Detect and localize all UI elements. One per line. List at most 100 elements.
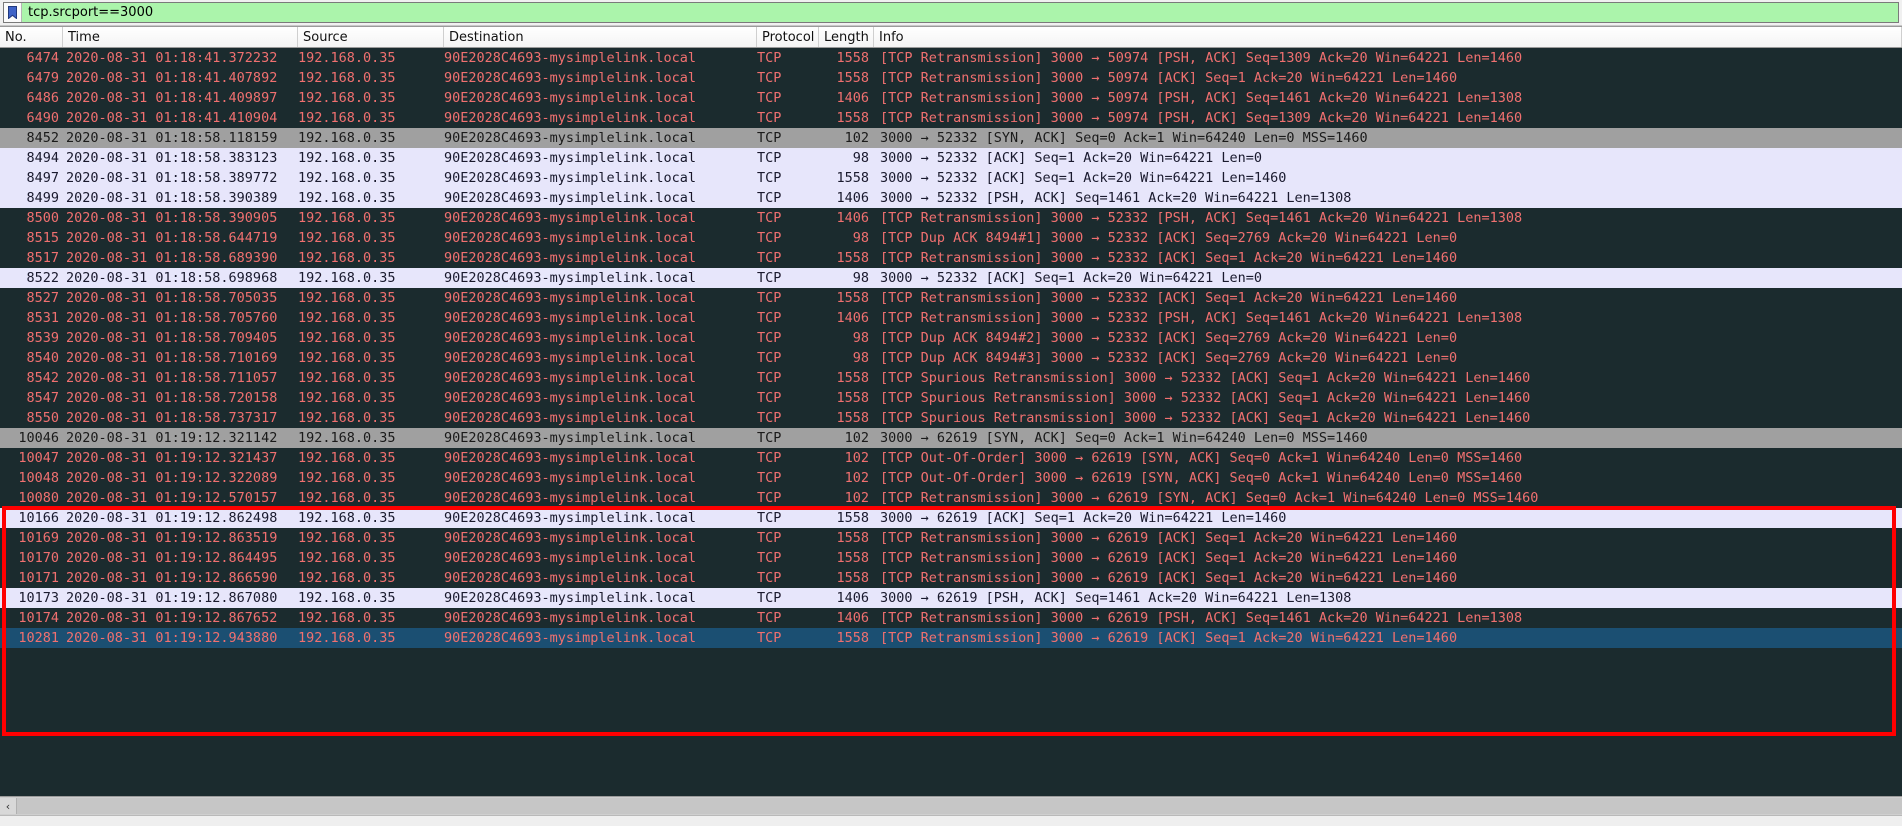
column-header-protocol[interactable]: Protocol: [757, 27, 819, 47]
column-header-no[interactable]: No.: [0, 27, 63, 47]
packet-cell-dst: 90E2028C4693-mysimplelink.local: [444, 410, 696, 426]
packet-cell-no: 10173: [18, 590, 59, 606]
bookmark-icon[interactable]: [4, 3, 22, 22]
packet-row[interactable]: 6486 2020-08-31 01:18:41.409897 192.168.0.…: [0, 88, 1902, 108]
packet-cell-info: [TCP Out-Of-Order] 3000 → 62619 [SYN, AC…: [880, 470, 1523, 486]
packet-cell-dst: 90E2028C4693-mysimplelink.local: [444, 90, 696, 106]
horizontal-scrollbar[interactable]: ‹: [0, 796, 1902, 815]
packet-row[interactable]: 8540 2020-08-31 01:18:58.710169 192.168.0.…: [0, 348, 1902, 368]
packet-cell-info: [TCP Retransmission] 3000 → 50974 [PSH, …: [880, 90, 1523, 106]
packet-row[interactable]: 8497 2020-08-31 01:18:58.389772 192.168.0.…: [0, 168, 1902, 188]
packet-cell-src: 192.168.0.35: [298, 270, 396, 286]
packet-cell-time: 2020-08-31 01:18:41.409897: [66, 90, 278, 106]
packet-cell-len: 1558: [836, 250, 869, 266]
display-filter-value[interactable]: tcp.srcport==3000: [28, 5, 154, 20]
packet-row[interactable]: 8517 2020-08-31 01:18:58.689390 192.168.0.…: [0, 248, 1902, 268]
packet-cell-no: 8500: [26, 210, 59, 226]
packet-cell-no: 6474: [26, 50, 59, 66]
display-filter-input[interactable]: tcp.srcport==3000: [3, 2, 1899, 23]
packet-row[interactable]: 10169 2020-08-31 01:19:12.863519 192.168.0…: [0, 528, 1902, 548]
packet-cell-time: 2020-08-31 01:18:58.710169: [66, 350, 278, 366]
packet-cell-no: 10171: [18, 570, 59, 586]
packet-cell-src: 192.168.0.35: [298, 530, 396, 546]
packet-cell-dst: 90E2028C4693-mysimplelink.local: [444, 530, 696, 546]
packet-cell-time: 2020-08-31 01:19:12.943880: [66, 630, 278, 646]
packet-row[interactable]: 8550 2020-08-31 01:18:58.737317 192.168.0.…: [0, 408, 1902, 428]
packet-row[interactable]: 10170 2020-08-31 01:19:12.864495 192.168.0…: [0, 548, 1902, 568]
packet-row[interactable]: 8531 2020-08-31 01:18:58.705760 192.168.0.…: [0, 308, 1902, 328]
column-header-info[interactable]: Info: [874, 27, 1902, 47]
packet-cell-proto: TCP: [757, 330, 782, 346]
packet-row[interactable]: 10046 2020-08-31 01:19:12.321142 192.168.0…: [0, 428, 1902, 448]
packet-row[interactable]: 8452 2020-08-31 01:18:58.118159 192.168.0.…: [0, 128, 1902, 148]
packet-cell-info: 3000 → 62619 [PSH, ACK] Seq=1461 Ack=20 …: [880, 590, 1352, 606]
packet-cell-src: 192.168.0.35: [298, 250, 396, 266]
packet-cell-dst: 90E2028C4693-mysimplelink.local: [444, 510, 696, 526]
packet-row[interactable]: 8515 2020-08-31 01:18:58.644719 192.168.0.…: [0, 228, 1902, 248]
packet-row[interactable]: 8522 2020-08-31 01:18:58.698968 192.168.0.…: [0, 268, 1902, 288]
packet-row[interactable]: 8494 2020-08-31 01:18:58.383123 192.168.0.…: [0, 148, 1902, 168]
packet-cell-proto: TCP: [757, 210, 782, 226]
packet-cell-len: 1406: [836, 90, 869, 106]
packet-cell-len: 102: [844, 470, 869, 486]
packet-cell-no: 10170: [18, 550, 59, 566]
packet-row[interactable]: 10281 2020-08-31 01:19:12.943880 192.168.0…: [0, 628, 1902, 648]
packet-cell-len: 1558: [836, 510, 869, 526]
packet-cell-len: 1558: [836, 550, 869, 566]
column-header-length[interactable]: Length: [819, 27, 874, 47]
packet-cell-info: 3000 → 62619 [ACK] Seq=1 Ack=20 Win=6422…: [880, 510, 1287, 526]
packet-cell-len: 1558: [836, 70, 869, 86]
packet-list[interactable]: 6474 2020-08-31 01:18:41.372232 192.168.0.…: [0, 48, 1902, 796]
packet-cell-info: [TCP Spurious Retransmission] 3000 → 523…: [880, 370, 1531, 386]
packet-row[interactable]: 10080 2020-08-31 01:19:12.570157 192.168.0…: [0, 488, 1902, 508]
packet-row[interactable]: 10171 2020-08-31 01:19:12.866590 192.168.0…: [0, 568, 1902, 588]
packet-cell-time: 2020-08-31 01:18:58.705035: [66, 290, 278, 306]
packet-row[interactable]: 6474 2020-08-31 01:18:41.372232 192.168.0.…: [0, 48, 1902, 68]
packet-cell-len: 102: [844, 430, 869, 446]
packet-cell-proto: TCP: [757, 390, 782, 406]
column-header-source[interactable]: Source: [298, 27, 444, 47]
packet-row[interactable]: 6490 2020-08-31 01:18:41.410904 192.168.0.…: [0, 108, 1902, 128]
packet-row[interactable]: 8500 2020-08-31 01:18:58.390905 192.168.0.…: [0, 208, 1902, 228]
packet-cell-no: 10080: [18, 490, 59, 506]
scroll-track[interactable]: [17, 798, 1902, 814]
packet-cell-src: 192.168.0.35: [298, 210, 396, 226]
packet-cell-time: 2020-08-31 01:19:12.867652: [66, 610, 278, 626]
packet-row[interactable]: 10174 2020-08-31 01:19:12.867652 192.168.0…: [0, 608, 1902, 628]
packet-row[interactable]: 8499 2020-08-31 01:18:58.390389 192.168.0.…: [0, 188, 1902, 208]
column-header-time[interactable]: Time: [63, 27, 298, 47]
packet-row[interactable]: 10048 2020-08-31 01:19:12.322089 192.168.0…: [0, 468, 1902, 488]
column-header-destination[interactable]: Destination: [444, 27, 757, 47]
packet-row[interactable]: 6479 2020-08-31 01:18:41.407892 192.168.0.…: [0, 68, 1902, 88]
packet-cell-len: 102: [844, 490, 869, 506]
packet-cell-dst: 90E2028C4693-mysimplelink.local: [444, 570, 696, 586]
packet-row[interactable]: 10166 2020-08-31 01:19:12.862498 192.168.0…: [0, 508, 1902, 528]
packet-cell-dst: 90E2028C4693-mysimplelink.local: [444, 130, 696, 146]
packet-row[interactable]: 8527 2020-08-31 01:18:58.705035 192.168.0.…: [0, 288, 1902, 308]
packet-cell-src: 192.168.0.35: [298, 450, 396, 466]
packet-cell-proto: TCP: [757, 510, 782, 526]
packet-row[interactable]: 8539 2020-08-31 01:18:58.709405 192.168.0.…: [0, 328, 1902, 348]
packet-cell-time: 2020-08-31 01:18:58.389772: [66, 170, 278, 186]
packet-cell-len: 1558: [836, 530, 869, 546]
packet-row[interactable]: 10047 2020-08-31 01:19:12.321437 192.168.0…: [0, 448, 1902, 468]
packet-cell-len: 1558: [836, 410, 869, 426]
packet-cell-proto: TCP: [757, 350, 782, 366]
packet-cell-proto: TCP: [757, 70, 782, 86]
packet-cell-time: 2020-08-31 01:19:12.867080: [66, 590, 278, 606]
scroll-left-arrow[interactable]: ‹: [0, 798, 17, 814]
packet-cell-dst: 90E2028C4693-mysimplelink.local: [444, 470, 696, 486]
packet-cell-time: 2020-08-31 01:18:41.410904: [66, 110, 278, 126]
packet-cell-no: 10047: [18, 450, 59, 466]
packet-row[interactable]: 8542 2020-08-31 01:18:58.711057 192.168.0.…: [0, 368, 1902, 388]
packet-cell-src: 192.168.0.35: [298, 370, 396, 386]
packet-cell-no: 10046: [18, 430, 59, 446]
packet-cell-info: [TCP Retransmission] 3000 → 62619 [ACK] …: [880, 630, 1458, 646]
packet-row[interactable]: 10173 2020-08-31 01:19:12.867080 192.168.0…: [0, 588, 1902, 608]
packet-cell-no: 8522: [26, 270, 59, 286]
packet-row[interactable]: 8547 2020-08-31 01:18:58.720158 192.168.0.…: [0, 388, 1902, 408]
packet-cell-proto: TCP: [757, 370, 782, 386]
packet-cell-info: [TCP Out-Of-Order] 3000 → 62619 [SYN, AC…: [880, 450, 1523, 466]
packet-cell-dst: 90E2028C4693-mysimplelink.local: [444, 150, 696, 166]
packet-cell-src: 192.168.0.35: [298, 390, 396, 406]
